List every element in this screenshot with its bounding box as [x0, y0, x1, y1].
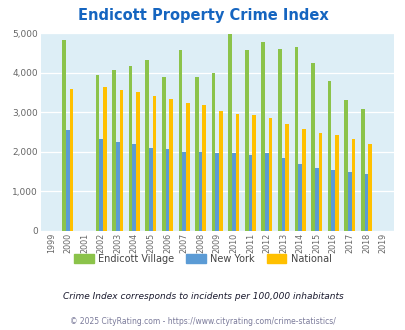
Bar [96, 75, 99, 231]
Bar [195, 77, 198, 231]
Bar [334, 135, 338, 231]
Text: © 2025 CityRating.com - https://www.cityrating.com/crime-statistics/: © 2025 CityRating.com - https://www.city… [70, 317, 335, 326]
Bar [145, 59, 149, 231]
Bar [119, 90, 123, 231]
Bar [149, 148, 152, 231]
Bar [281, 158, 285, 231]
Bar [112, 70, 115, 231]
Text: Crime Index corresponds to incidents per 100,000 inhabitants: Crime Index corresponds to incidents per… [62, 292, 343, 301]
Bar [169, 99, 173, 231]
Bar [231, 153, 235, 231]
Bar [165, 148, 169, 231]
Bar [318, 133, 322, 231]
Bar [185, 103, 189, 231]
Bar [215, 153, 218, 231]
Bar [202, 105, 206, 231]
Bar [364, 174, 367, 231]
Legend: Endicott Village, New York, National: Endicott Village, New York, National [70, 249, 335, 267]
Bar [314, 168, 318, 231]
Bar [198, 152, 202, 231]
Bar [330, 170, 334, 231]
Bar [261, 42, 264, 231]
Bar [360, 109, 364, 231]
Bar [115, 142, 119, 231]
Bar [103, 87, 107, 231]
Bar [347, 172, 351, 231]
Bar [301, 129, 305, 231]
Bar [294, 47, 298, 231]
Bar [311, 63, 314, 231]
Bar [152, 96, 156, 231]
Bar [298, 164, 301, 231]
Bar [277, 49, 281, 231]
Bar [218, 112, 222, 231]
Bar [351, 139, 354, 231]
Text: Endicott Property Crime Index: Endicott Property Crime Index [77, 8, 328, 23]
Bar [268, 118, 272, 231]
Bar [99, 139, 103, 231]
Bar [367, 144, 371, 231]
Bar [211, 73, 215, 231]
Bar [132, 144, 136, 231]
Bar [70, 89, 73, 231]
Bar [66, 130, 70, 231]
Bar [228, 34, 231, 231]
Bar [252, 115, 255, 231]
Bar [264, 153, 268, 231]
Bar [62, 40, 66, 231]
Bar [178, 50, 182, 231]
Bar [244, 50, 248, 231]
Bar [327, 81, 330, 231]
Bar [162, 77, 165, 231]
Bar [248, 155, 252, 231]
Bar [343, 100, 347, 231]
Bar [182, 152, 185, 231]
Bar [128, 66, 132, 231]
Bar [136, 92, 139, 231]
Bar [285, 124, 288, 231]
Bar [235, 114, 239, 231]
